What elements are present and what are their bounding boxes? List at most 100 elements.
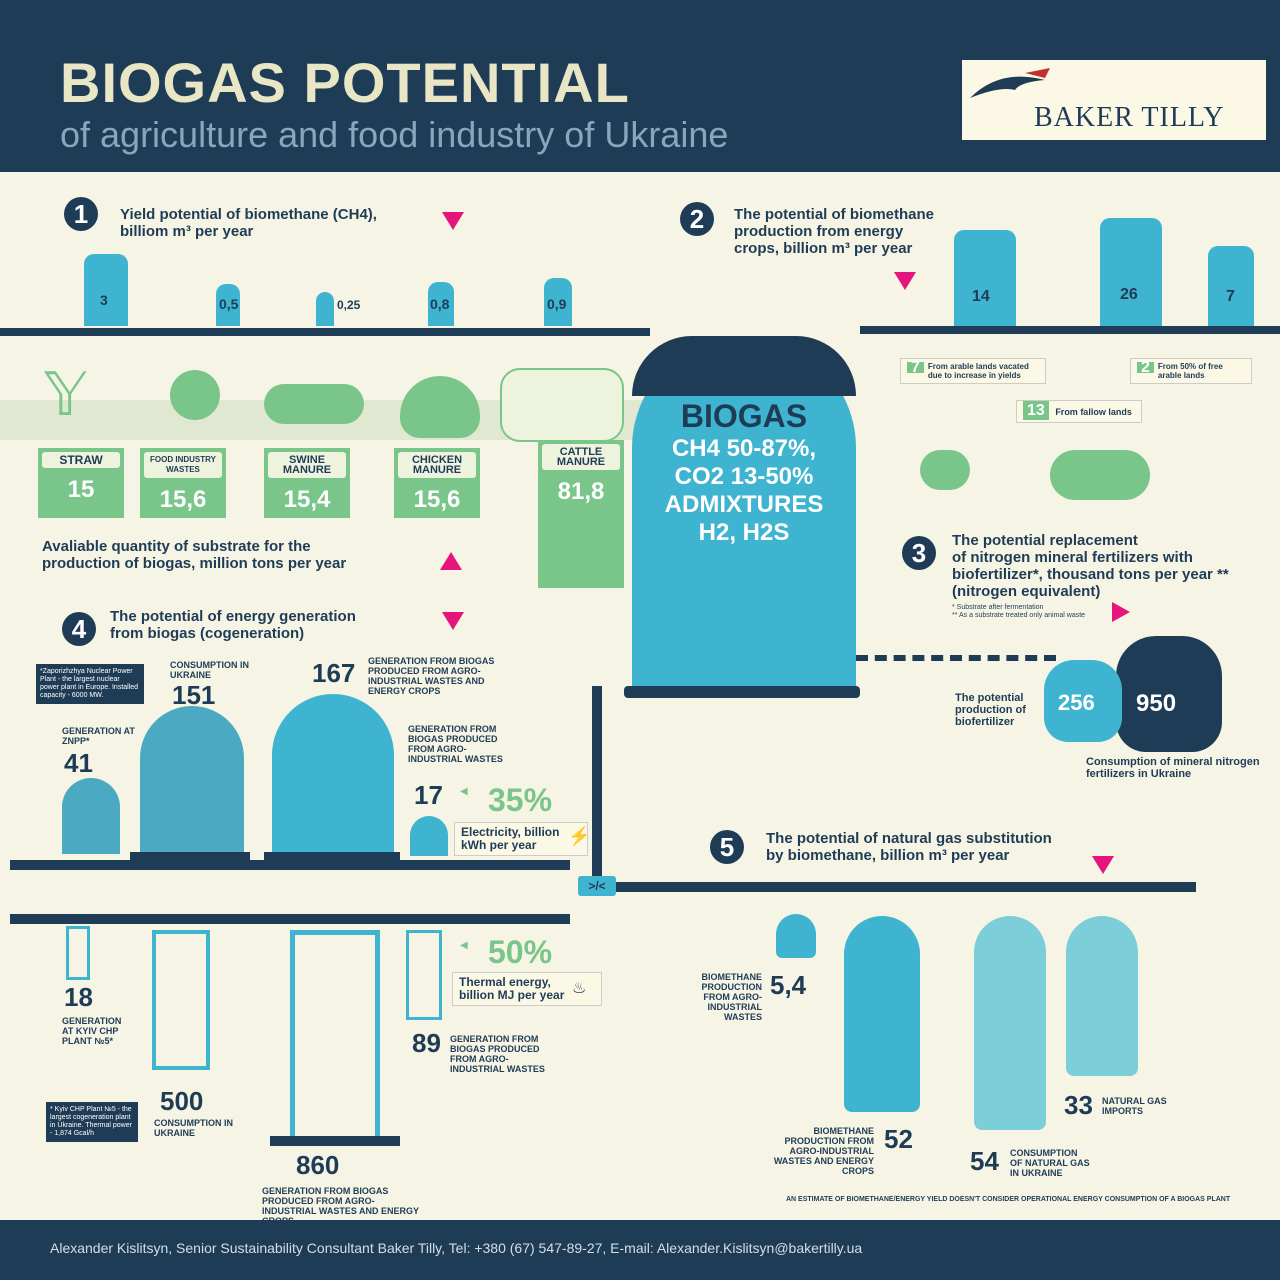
- section-1-title: Yield potential of biomethane (CH4), bil…: [120, 206, 377, 240]
- substrate-label: CATTLE MANURE: [542, 444, 620, 470]
- thermal-tag-line2: billion MJ per year: [459, 988, 565, 1002]
- gas-cylinder: [776, 914, 816, 958]
- biofertilizer-value: 256: [1058, 690, 1095, 715]
- land-tag: 7 From arable lands vacated due to incre…: [900, 358, 1046, 384]
- cow-icon: [500, 368, 624, 442]
- crop-pipe: [860, 326, 1280, 334]
- land-text: From arable lands vacated due to increas…: [927, 362, 1029, 380]
- agro-tank: [410, 816, 448, 856]
- section-5-number: 5: [710, 830, 744, 864]
- substrate-value: 15,6: [159, 486, 207, 513]
- section-3-title-line3: biofertilizer*, thousand tons per year *…: [952, 566, 1229, 583]
- substrate-value: 15,6: [413, 486, 461, 513]
- yield-tank: [216, 284, 240, 326]
- left-arrow-icon: ◀: [460, 940, 468, 951]
- section-3-title: The potential replacement of nitrogen mi…: [952, 532, 1229, 600]
- thermal-value: 18: [64, 982, 93, 1012]
- substrate-label: SWINE MANURE: [268, 452, 346, 478]
- section-5-title: The potential of natural gas substitutio…: [766, 830, 1052, 864]
- beet-icon: [170, 370, 220, 420]
- biogas-admixtures: ADMIXTURES: [664, 491, 824, 518]
- thermal-tag-line1: Thermal energy,: [459, 975, 551, 989]
- yield-value: 0,9: [547, 296, 567, 312]
- elec-label: GENERATION FROM BIOGAS PRODUCED FROM AGR…: [408, 724, 503, 764]
- section-4-title-line1: The potential of energy generation: [110, 608, 356, 625]
- thermal-value: 500: [160, 1086, 204, 1116]
- yield-tank: [316, 292, 334, 326]
- section-1-title-line1: Yield potential of biomethane (CH4),: [120, 206, 377, 223]
- substrate-value: 15: [67, 476, 95, 503]
- cylinder-value: 52: [884, 1124, 913, 1154]
- pig-icon: [264, 384, 364, 424]
- page-subtitle: of agriculture and food industry of Ukra…: [60, 114, 729, 155]
- crop-tank-value: 26: [1120, 286, 1138, 303]
- cylinder-value: 54: [970, 1146, 999, 1176]
- thermal-value: 860: [296, 1150, 340, 1180]
- yield-value: 3: [100, 292, 108, 308]
- substrate-card: CHICKEN MANURE 15,6: [394, 448, 480, 518]
- thermal-tag: Thermal energy, billion MJ per year: [452, 972, 602, 1006]
- page-title: BIOGAS POTENTIAL: [60, 51, 630, 114]
- agro-tower: [406, 930, 442, 1020]
- biofertilizer-bag: [1044, 660, 1122, 742]
- biogas-ch4: CH4 50-87%,: [671, 435, 817, 462]
- biogas-tank-base: [624, 686, 860, 698]
- right-arrow-icon: [1112, 602, 1130, 622]
- elec-label: GENERATION AT ZNPP*: [62, 726, 135, 746]
- znpp-tank: [62, 778, 120, 854]
- tank-base: [130, 852, 250, 862]
- cylinder-label: CONSUMPTION OF NATURAL GAS IN UKRAINE: [1010, 1148, 1090, 1178]
- gas-cylinder: [844, 916, 920, 1112]
- elec-value: 17: [414, 780, 443, 810]
- crop-tank-value: 14: [972, 288, 990, 305]
- mineral-value: 950: [1136, 690, 1177, 717]
- electricity-tag-line1: Electricity, billion: [461, 825, 560, 839]
- thermal-label: CONSUMPTION IN UKRAINE: [154, 1118, 234, 1138]
- thermal-percent: 50%: [488, 934, 553, 970]
- up-arrow-icon: [440, 552, 462, 570]
- estimate-note: AN ESTIMATE OF BIOMETHANE/ENERGY YIELD D…: [786, 1196, 1231, 1203]
- substrate-caption-line2: production of biogas, million tons per y…: [42, 555, 347, 572]
- biogas-label: BIOGAS CH4 50-87%, CO2 13-50% ADMIXTURES…: [632, 398, 856, 547]
- section-1-title-line2: billiom m³ per year: [120, 223, 254, 240]
- electricity-tag: Electricity, billion kWh per year: [454, 822, 588, 856]
- substrate-card: CATTLE MANURE 81,8: [538, 440, 624, 588]
- bird-logo-icon: [970, 68, 1050, 98]
- land-num: 2: [1137, 360, 1154, 376]
- down-arrow-icon: [442, 612, 464, 630]
- land-text: From 50% of free arable lands: [1157, 362, 1223, 380]
- section-2-title-line1: The potential of biomethane: [734, 206, 935, 223]
- logo-text: BAKER TILLY: [1034, 102, 1225, 133]
- land-text: From fallow lands: [1055, 407, 1132, 417]
- chp-tower: [66, 926, 90, 980]
- straw-icon: 𝕐: [44, 361, 87, 428]
- substrate-value: 81,8: [557, 478, 605, 505]
- main-pipe: [0, 328, 650, 336]
- down-arrow-icon: [1092, 856, 1114, 874]
- generation-tower: [290, 930, 380, 1146]
- section-2-number: 2: [680, 202, 714, 236]
- section-3-title-line4: (nitrogen equivalent): [952, 583, 1101, 600]
- section-4-title-line2: from biogas (cogeneration): [110, 625, 305, 642]
- corn-icon: [1050, 450, 1150, 500]
- elec-value: 151: [172, 680, 216, 710]
- mineral-label: Consumption of mineral nitrogen fertiliz…: [1086, 756, 1260, 780]
- land-num: 7: [907, 360, 924, 376]
- substrate-label: STRAW: [42, 452, 120, 468]
- valve: >/<: [578, 876, 616, 896]
- dashed-pipe: [856, 655, 1056, 661]
- cylinder-label: BIOMETHANE PRODUCTION FROM AGRO-INDUSTRI…: [701, 972, 763, 1022]
- chicken-icon: [400, 376, 480, 438]
- elec-label: CONSUMPTION IN UKRAINE: [170, 660, 250, 680]
- section-2-title-line3: crops, billion m³ per year: [734, 240, 913, 257]
- footer-contact: Alexander Kislitsyn, Senior Sustainabili…: [50, 1240, 863, 1256]
- thermal-label: GENERATION FROM BIOGAS PRODUCED FROM AGR…: [450, 1034, 545, 1074]
- left-arrow-icon: ◀: [460, 786, 468, 797]
- footer: Alexander Kislitsyn, Senior Sustainabili…: [0, 1220, 1280, 1280]
- down-arrow-icon: [894, 272, 916, 290]
- chp-note: * Kyiv CHP Plant №5 - the largest cogene…: [46, 1102, 138, 1142]
- substrate-value: 15,4: [283, 486, 331, 513]
- section-3-title-line1: The potential replacement: [952, 532, 1138, 549]
- biogas-h2s: H2, H2S: [698, 519, 790, 546]
- corn-icon: [920, 450, 970, 490]
